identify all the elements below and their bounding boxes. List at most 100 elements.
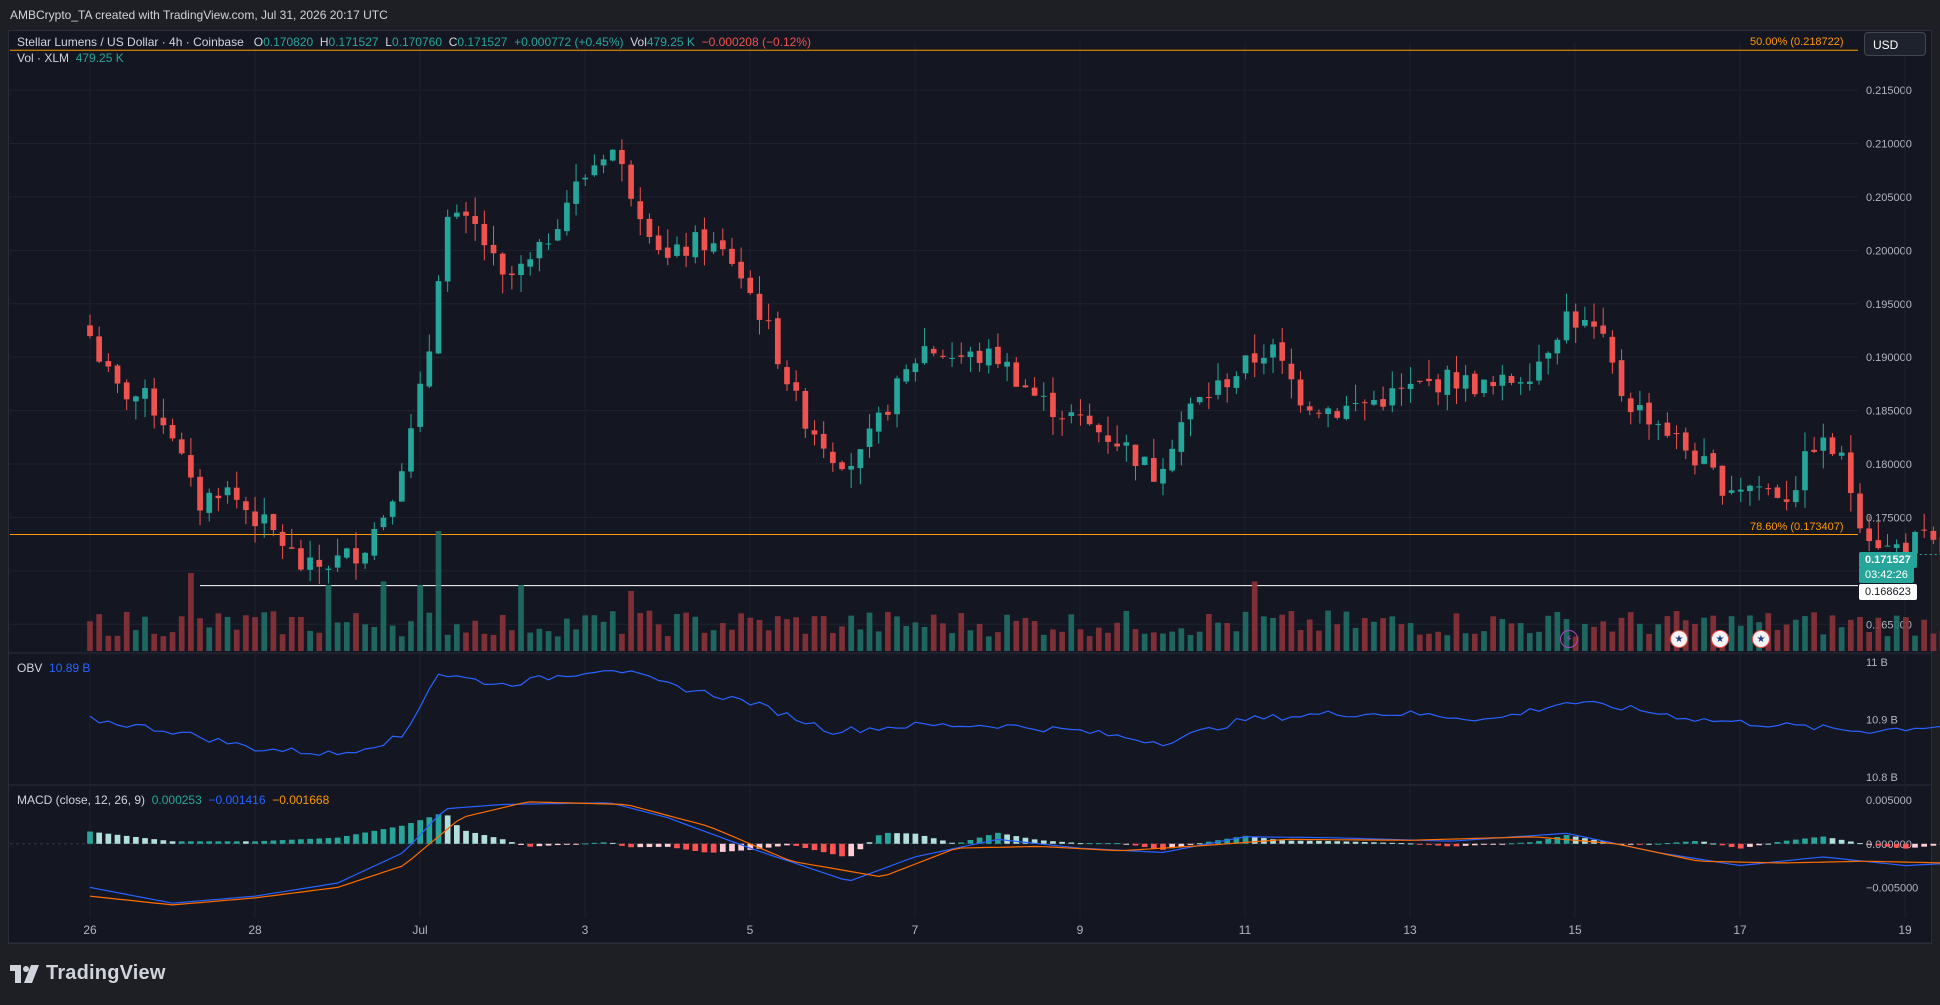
candle-body[interactable]: [316, 559, 323, 567]
candle-body[interactable]: [1050, 392, 1056, 418]
candle-body[interactable]: [985, 348, 992, 366]
candle-body[interactable]: [1251, 353, 1258, 363]
candle-body[interactable]: [1435, 379, 1441, 393]
candle-body[interactable]: [1361, 402, 1368, 404]
candle-body[interactable]: [1343, 405, 1350, 419]
candle-body[interactable]: [830, 451, 836, 464]
candle-body[interactable]: [903, 369, 910, 382]
candle-body[interactable]: [206, 492, 213, 513]
candle-body[interactable]: [609, 149, 616, 161]
candle-body[interactable]: [1105, 435, 1111, 442]
candle-body[interactable]: [564, 202, 570, 232]
candle-body[interactable]: [1930, 530, 1937, 540]
candle-body[interactable]: [490, 244, 497, 254]
candle-body[interactable]: [1838, 452, 1845, 456]
candle-body[interactable]: [142, 387, 148, 399]
candle-body[interactable]: [976, 350, 983, 363]
candle-body[interactable]: [930, 348, 937, 354]
candle-body[interactable]: [527, 259, 534, 267]
candle-body[interactable]: [1811, 449, 1817, 452]
candle-body[interactable]: [573, 181, 579, 204]
candle-body[interactable]: [1508, 376, 1515, 383]
candle-body[interactable]: [1261, 357, 1267, 364]
candle-body[interactable]: [481, 223, 488, 246]
candle-body[interactable]: [1481, 379, 1487, 394]
candle-body[interactable]: [1242, 355, 1249, 374]
candle-body[interactable]: [738, 261, 744, 279]
candle-body[interactable]: [463, 211, 469, 216]
candle-body[interactable]: [1526, 381, 1533, 384]
candle-body[interactable]: [1279, 342, 1286, 361]
candle-body[interactable]: [820, 433, 827, 449]
candle-body[interactable]: [729, 248, 735, 264]
macd-line[interactable]: [89, 802, 1940, 904]
candle-body[interactable]: [967, 351, 974, 358]
candle-body[interactable]: [169, 424, 176, 439]
candle-body[interactable]: [1582, 319, 1588, 326]
candle-body[interactable]: [298, 548, 304, 570]
candle-body[interactable]: [325, 568, 332, 570]
candle-body[interactable]: [619, 150, 625, 165]
candle-body[interactable]: [1517, 382, 1524, 384]
candle-body[interactable]: [105, 361, 112, 367]
candle-body[interactable]: [1123, 442, 1130, 446]
candle-body[interactable]: [380, 517, 387, 528]
candle-body[interactable]: [1040, 395, 1047, 397]
candle-body[interactable]: [875, 412, 882, 432]
candle-body[interactable]: [1728, 490, 1735, 493]
candle-body[interactable]: [1270, 344, 1276, 358]
candle-body[interactable]: [398, 471, 405, 502]
candle-body[interactable]: [1426, 378, 1432, 382]
candle-body[interactable]: [1416, 380, 1423, 382]
candle-body[interactable]: [949, 357, 955, 359]
candle-body[interactable]: [674, 244, 680, 256]
candle-body[interactable]: [1774, 487, 1781, 498]
candle-body[interactable]: [1141, 456, 1148, 466]
candle-body[interactable]: [1196, 397, 1203, 403]
candle-body[interactable]: [1591, 321, 1597, 327]
candle-body[interactable]: [1903, 542, 1909, 553]
candle-body[interactable]: [664, 247, 671, 258]
candle-body[interactable]: [1572, 311, 1579, 328]
candle-body[interactable]: [1719, 465, 1726, 496]
candle-body[interactable]: [1398, 387, 1405, 389]
us-flag-event-icon[interactable]: ★: [1670, 630, 1688, 648]
candle-body[interactable]: [885, 411, 891, 415]
candle-body[interactable]: [1297, 379, 1304, 406]
candle-body[interactable]: [1325, 408, 1331, 415]
candle-body[interactable]: [1371, 399, 1377, 405]
us-flag-event-icon[interactable]: ★: [1752, 630, 1770, 648]
candle-body[interactable]: [1710, 453, 1717, 468]
candle-body[interactable]: [279, 531, 286, 546]
candle-body[interactable]: [1618, 360, 1625, 397]
candle-body[interactable]: [1288, 363, 1295, 380]
candle-body[interactable]: [1792, 490, 1799, 503]
candle-body[interactable]: [1536, 361, 1542, 381]
candle-body[interactable]: [444, 216, 451, 282]
candle-body[interactable]: [1802, 451, 1808, 491]
candle-body[interactable]: [1765, 488, 1772, 490]
candle-body[interactable]: [233, 487, 240, 500]
macd-label[interactable]: MACD (close, 12, 26, 9): [17, 793, 146, 807]
candle-body[interactable]: [343, 548, 350, 558]
candle-body[interactable]: [1600, 325, 1607, 334]
candle-body[interactable]: [784, 367, 790, 385]
candle-body[interactable]: [1160, 468, 1166, 484]
candle-body[interactable]: [1471, 373, 1478, 395]
candle-body[interactable]: [389, 501, 396, 517]
candle-body[interactable]: [1563, 311, 1570, 341]
candle-body[interactable]: [912, 363, 919, 373]
candle-body[interactable]: [600, 159, 607, 166]
candle-body[interactable]: [591, 165, 598, 176]
candle-body[interactable]: [1187, 403, 1194, 420]
candle-body[interactable]: [1545, 352, 1552, 359]
candle-body[interactable]: [655, 235, 662, 251]
candle-body[interactable]: [866, 428, 873, 447]
candle-body[interactable]: [1306, 406, 1313, 411]
candle-body[interactable]: [224, 487, 231, 496]
candle-body[interactable]: [756, 293, 763, 320]
candle-body[interactable]: [1682, 432, 1689, 451]
candle-body[interactable]: [1737, 489, 1744, 492]
candle-body[interactable]: [1857, 493, 1863, 529]
